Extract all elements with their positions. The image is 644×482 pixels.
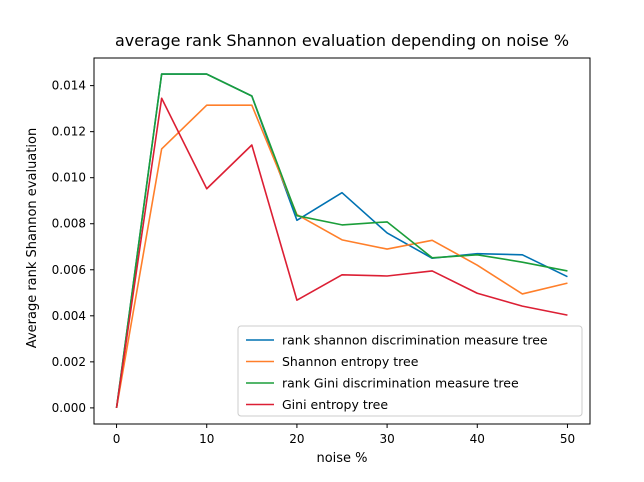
- axes-layer: 0 10 20 30 40 50 0.000 0.002 0.004 0.006 0.008 0.01…: [52, 57, 591, 446]
- chart-title: average rank Shannon evaluation dependin…: [115, 31, 569, 50]
- legend-label-3: rank Gini discrimination measure tree: [282, 376, 519, 391]
- x-tick-label: 40: [470, 432, 485, 446]
- series-line-4: [115, 97, 568, 409]
- legend-label-2: Shannon entropy tree: [282, 354, 419, 369]
- x-axis-label: noise %: [316, 451, 367, 466]
- plot-frame: [93, 57, 591, 425]
- legend-box: [237, 325, 583, 417]
- x-tick-label: 30: [379, 432, 394, 446]
- y-tick-label: 0.008: [52, 217, 86, 231]
- series-line-3: [115, 73, 568, 408]
- y-tick-label: 0.010: [52, 171, 86, 185]
- y-tick-label: 0.002: [52, 355, 86, 369]
- y-tick-label: 0.014: [52, 79, 86, 93]
- legend-label-1: rank shannon discrimination measure tree: [282, 333, 548, 348]
- series-layer: [115, 73, 568, 409]
- x-tick-label: 10: [199, 432, 214, 446]
- x-tick-label: 20: [289, 432, 304, 446]
- y-tick-label: 0.004: [52, 309, 86, 323]
- x-tick-label: 50: [560, 432, 575, 446]
- x-tick-label: 0: [113, 432, 121, 446]
- y-axis-label: Average rank Shannon evaluation: [25, 128, 40, 348]
- y-tick-label: 0.006: [52, 263, 86, 277]
- series-line-2: [115, 104, 568, 409]
- legend: rank shannon discrimination measure tree…: [237, 325, 583, 417]
- legend-label-4: Gini entropy tree: [282, 397, 388, 412]
- y-tick-label: 0.012: [52, 125, 86, 139]
- y-tick-label: 0.000: [52, 401, 86, 415]
